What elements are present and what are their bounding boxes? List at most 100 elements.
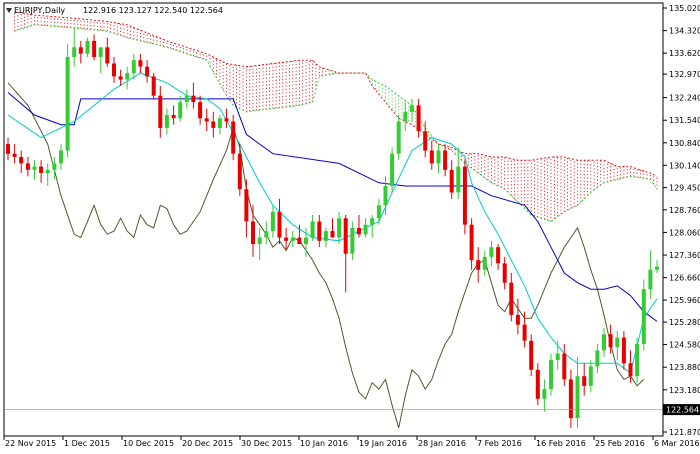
y-tick-label: 127.360 <box>669 251 700 260</box>
y-tick-label: 134.320 <box>669 27 700 36</box>
y-tick-label: 128.760 <box>669 206 700 215</box>
candle-body <box>198 102 203 119</box>
plot-border <box>3 2 664 437</box>
x-tick-label: 1 Dec 2015 <box>64 439 110 448</box>
candle-body <box>270 211 275 232</box>
candle <box>25 157 30 177</box>
candle-body <box>6 144 10 154</box>
candle-body <box>211 121 216 128</box>
y-tick-label: 132.970 <box>669 70 700 79</box>
candle <box>6 137 10 161</box>
candle <box>131 53 136 80</box>
x-tick-label: 25 Feb 2016 <box>595 439 645 448</box>
candle <box>449 160 454 199</box>
y-tick-label: 123.880 <box>669 363 700 372</box>
candle-body <box>542 389 547 399</box>
y-tick-label: 135.020 <box>669 4 700 13</box>
candle <box>138 53 143 74</box>
x-tick-label: 16 Feb 2016 <box>536 439 586 448</box>
candle <box>284 227 289 251</box>
ichimoku-cloud <box>14 11 658 222</box>
candle-body <box>112 63 116 77</box>
candle <box>357 215 361 238</box>
candle <box>164 108 169 135</box>
candle-body <box>59 150 63 164</box>
candle <box>19 150 24 174</box>
candle-body <box>535 369 540 399</box>
candle-body <box>615 337 620 348</box>
candle-body <box>595 350 600 367</box>
candle <box>542 379 547 412</box>
candle <box>217 115 222 135</box>
candle-body <box>628 363 633 377</box>
candle <box>496 244 501 270</box>
candle <box>403 102 408 132</box>
candle-body <box>184 95 189 103</box>
y-tick-label: 131.540 <box>669 116 700 125</box>
candle <box>78 40 83 64</box>
candle <box>621 331 626 370</box>
candle-body <box>39 166 44 173</box>
candle-body <box>515 315 520 325</box>
candle-body <box>12 153 17 157</box>
y-tick-label: 132.240 <box>669 94 700 103</box>
candle <box>655 260 659 273</box>
candle <box>476 247 481 283</box>
candle-body <box>92 40 97 57</box>
candle-body <box>224 118 229 122</box>
candle-body <box>343 218 348 254</box>
candle-body <box>496 247 501 264</box>
kijun-sen-line <box>7 92 658 322</box>
y-tick-label: 123.180 <box>669 386 700 395</box>
candle <box>317 215 322 248</box>
candle <box>184 89 189 109</box>
y-tick-label: 125.960 <box>669 296 700 305</box>
chikou-span-line <box>7 82 645 428</box>
candle <box>575 356 580 428</box>
candle <box>582 363 587 396</box>
candle-body <box>231 121 236 154</box>
candle <box>85 37 90 57</box>
candle <box>304 227 308 257</box>
y-axis: 135.020 134.320 133.620 132.970 132.240 131.5… <box>663 4 700 437</box>
candle-body <box>158 95 163 128</box>
candle-body <box>602 334 606 351</box>
candle-body <box>304 237 308 244</box>
candle-body <box>655 266 659 270</box>
candle-body <box>363 224 368 235</box>
candle-body <box>310 221 315 238</box>
candle-body <box>65 57 70 151</box>
candle <box>396 115 401 161</box>
candle-body <box>469 224 474 261</box>
candle <box>436 144 441 174</box>
candle-body <box>416 105 421 132</box>
candle <box>376 198 381 225</box>
y-tick-label: 126.660 <box>669 274 700 283</box>
candle-body <box>257 237 262 244</box>
candle <box>151 73 156 99</box>
candle-body <box>317 221 322 241</box>
candle-body <box>608 334 613 348</box>
candle <box>350 221 355 261</box>
candle <box>158 86 163 138</box>
candle <box>502 256 507 290</box>
candle-body <box>72 47 77 57</box>
candle-body <box>284 237 289 241</box>
y-tick-label: 133.620 <box>669 49 700 58</box>
candle <box>416 98 421 138</box>
candle <box>98 47 103 74</box>
candle <box>509 273 514 322</box>
candle-body <box>403 111 408 122</box>
candle-body <box>323 231 328 241</box>
x-tick-label: 22 Nov 2015 <box>5 439 56 448</box>
candle-body <box>52 163 57 170</box>
candle-body <box>449 169 454 193</box>
candle <box>615 331 620 361</box>
candle-body <box>588 366 593 386</box>
candle-body <box>370 218 375 225</box>
candle <box>251 205 255 257</box>
candle <box>568 369 573 428</box>
candle <box>12 144 17 164</box>
candle <box>264 221 269 244</box>
